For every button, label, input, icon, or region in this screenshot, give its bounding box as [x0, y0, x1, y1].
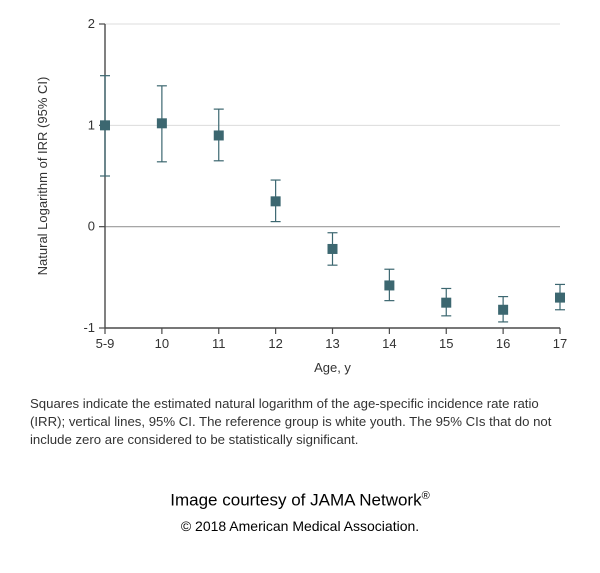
svg-text:Natural Logarithm of IRR (95%: Natural Logarithm of IRR (95% CI)	[35, 77, 50, 276]
figure-caption: Squares indicate the estimated natural l…	[30, 395, 570, 448]
chart-container: -10125-91011121314151617Natural Logarith…	[0, 0, 600, 400]
errorbar-chart: -10125-91011121314151617Natural Logarith…	[0, 0, 600, 400]
svg-text:13: 13	[325, 336, 339, 351]
svg-text:Age, y: Age, y	[314, 360, 351, 375]
copyright-line: © 2018 American Medical Association.	[0, 518, 600, 534]
credit-prefix: Image courtesy of JAMA Network	[170, 491, 421, 510]
svg-text:16: 16	[496, 336, 510, 351]
figure-page: -10125-91011121314151617Natural Logarith…	[0, 0, 600, 573]
svg-text:0: 0	[88, 219, 95, 234]
svg-text:12: 12	[268, 336, 282, 351]
svg-text:2: 2	[88, 16, 95, 31]
svg-text:11: 11	[212, 336, 226, 351]
svg-text:14: 14	[382, 336, 396, 351]
svg-text:-1: -1	[83, 320, 95, 335]
svg-text:10: 10	[155, 336, 169, 351]
svg-text:1: 1	[88, 117, 95, 132]
svg-text:15: 15	[439, 336, 453, 351]
svg-text:5-9: 5-9	[96, 336, 115, 351]
image-credit: Image courtesy of JAMA Network®	[0, 490, 600, 511]
registered-mark: ®	[422, 490, 430, 502]
svg-text:17: 17	[553, 336, 567, 351]
